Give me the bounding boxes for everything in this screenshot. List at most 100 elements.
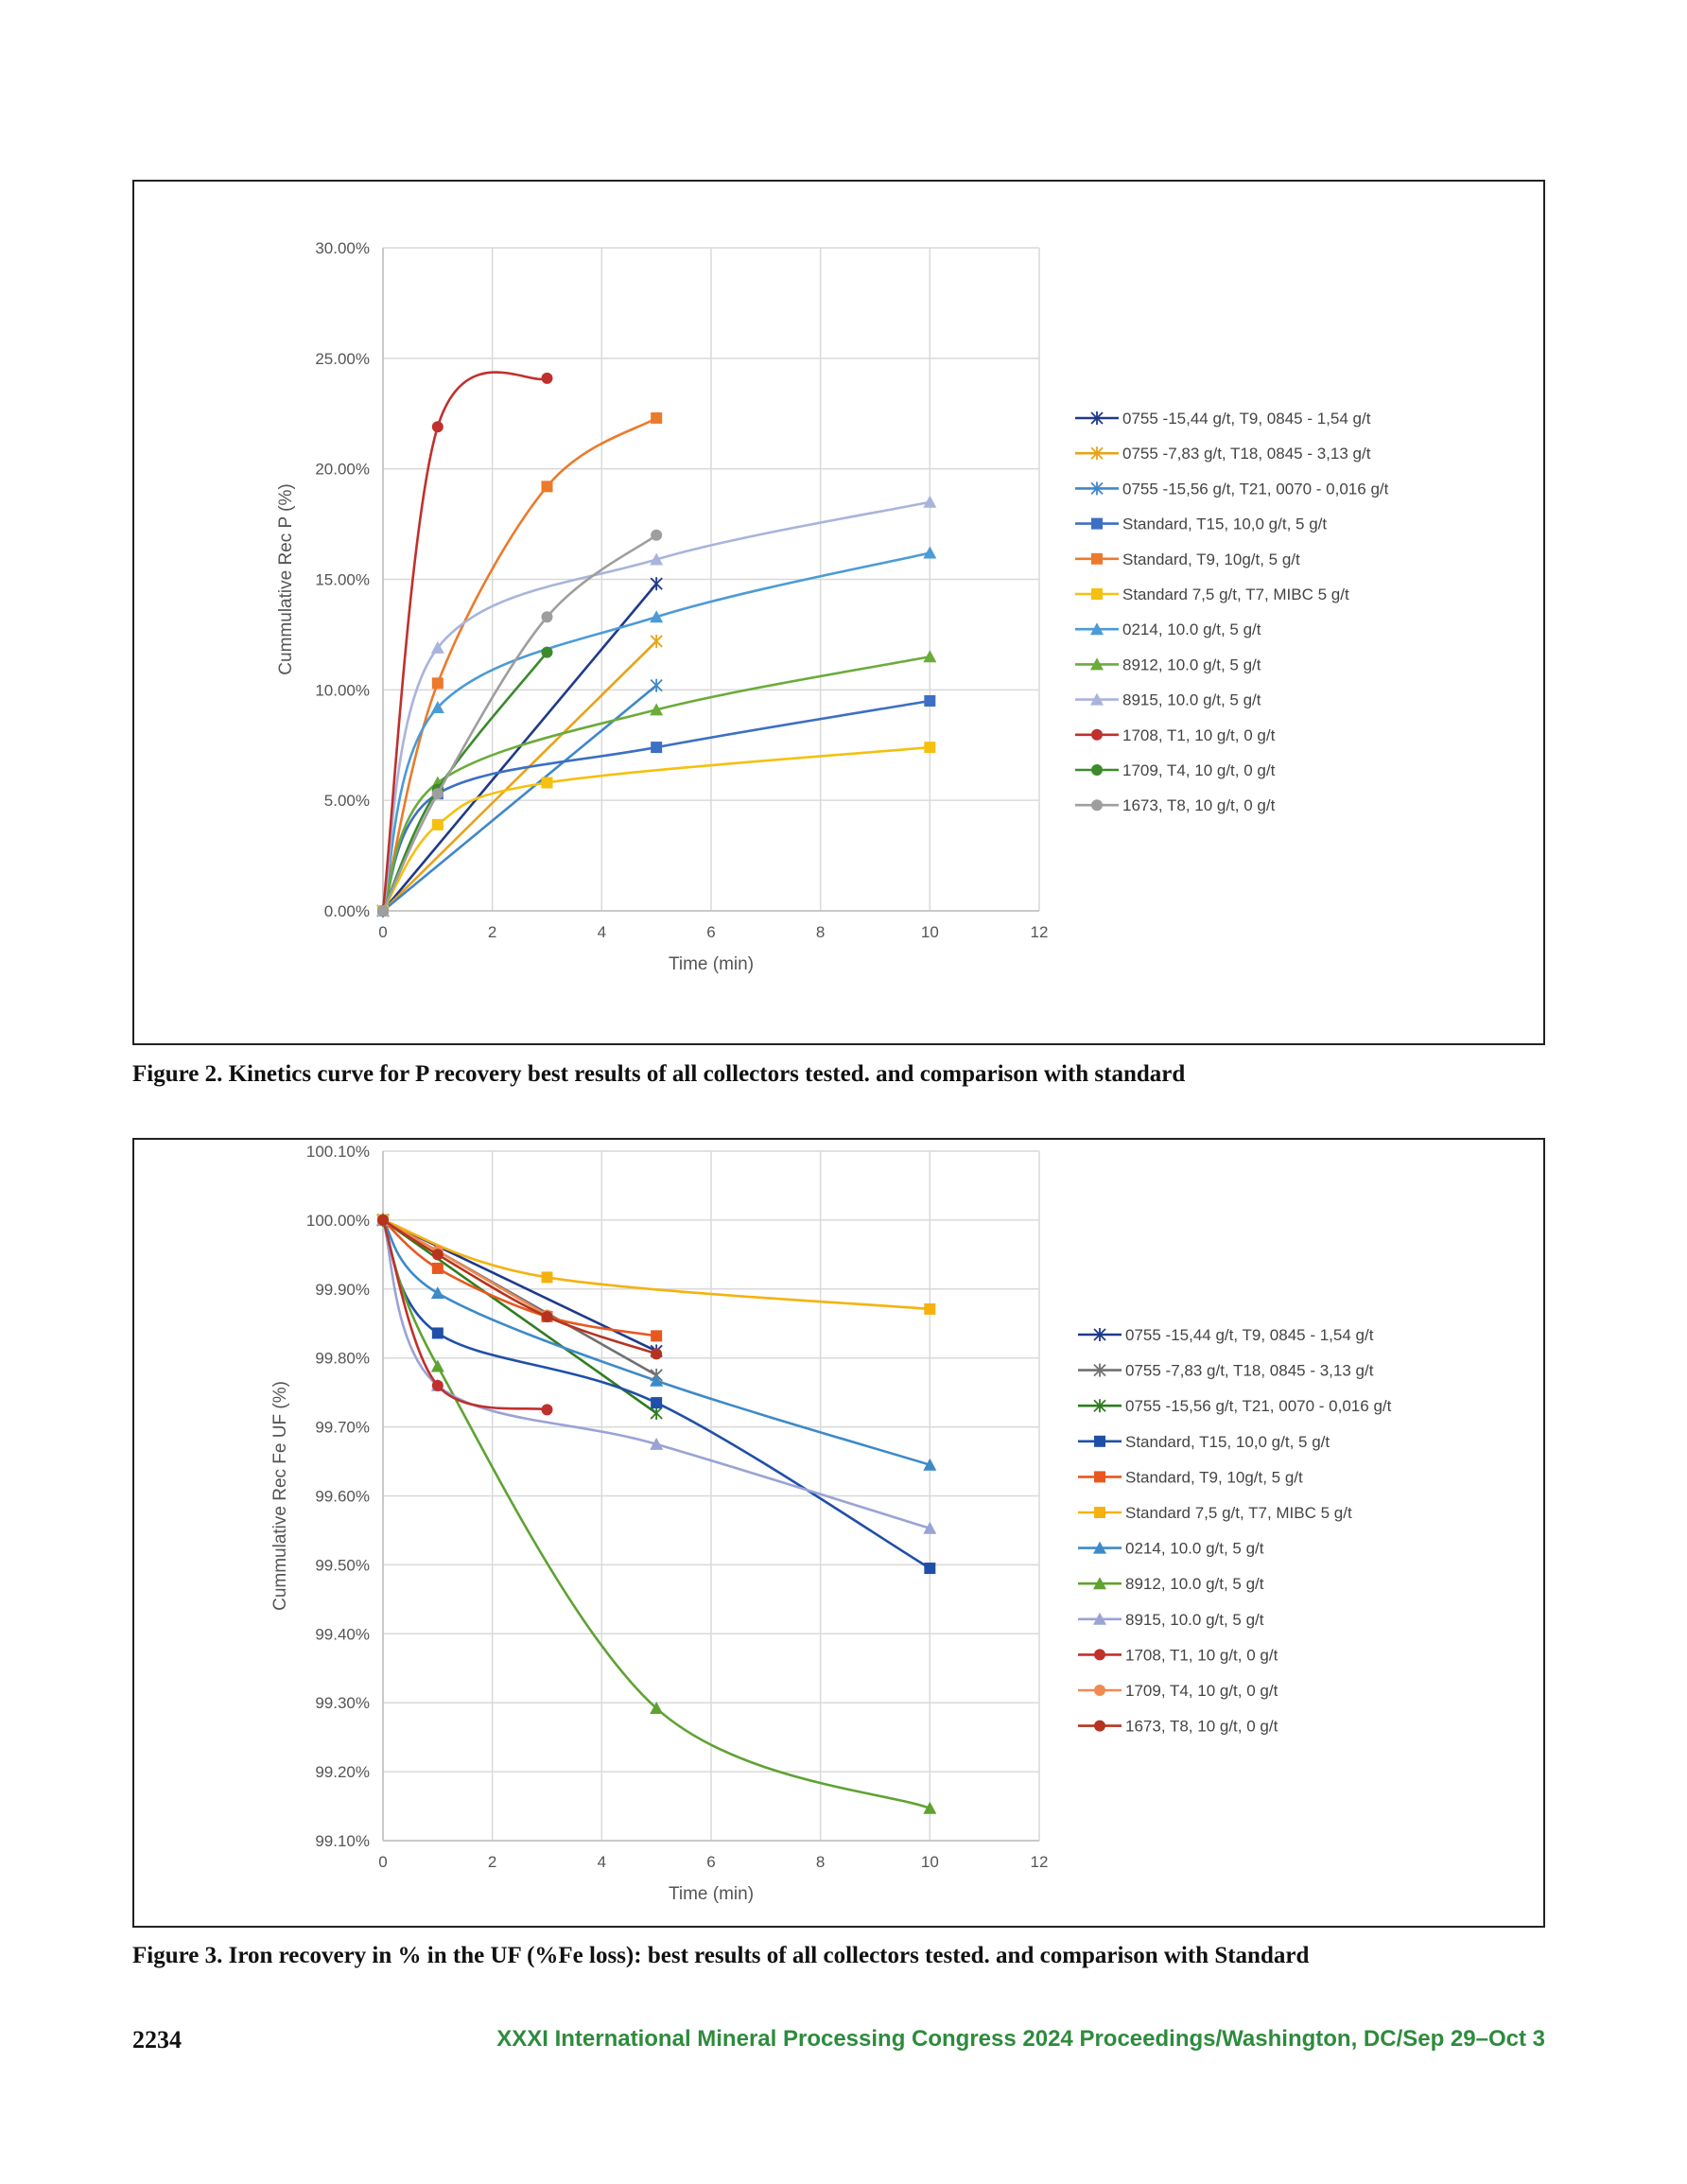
- x-tick-label: 12: [1031, 923, 1049, 941]
- data-point: [541, 646, 553, 658]
- legend-item: 0755 -7,83 g/t, T18, 0845 - 3,13 g/t: [1078, 1362, 1374, 1380]
- legend-item: Standard 7,5 g/t, T7, MIBC 5 g/t: [1078, 1504, 1352, 1522]
- x-tick-label: 8: [816, 923, 825, 941]
- data-point: [923, 1801, 937, 1814]
- series-2: [376, 634, 663, 917]
- data-point: [650, 1406, 663, 1421]
- legend-marker: [1090, 481, 1104, 496]
- data-point: [923, 1458, 937, 1471]
- data-point: [650, 552, 664, 566]
- y-tick-label: 99.10%: [315, 1832, 370, 1850]
- legend-item: 1708, T1, 10 g/t, 0 g/t: [1075, 726, 1276, 744]
- data-point: [430, 701, 444, 714]
- y-tick-label: 99.40%: [315, 1625, 370, 1643]
- data-point: [650, 1437, 664, 1450]
- data-point: [541, 1310, 553, 1322]
- legend-marker: [1094, 1507, 1105, 1518]
- x-tick-label: 0: [378, 1853, 387, 1871]
- data-point: [651, 1330, 663, 1342]
- legend-marker: [1094, 1649, 1105, 1661]
- legend-item: 0755 -15,56 g/t, T21, 0070 - 0,016 g/t: [1078, 1397, 1392, 1415]
- legend-label: Standard 7,5 g/t, T7, MIBC 5 g/t: [1125, 1504, 1352, 1522]
- legend-label: 0755 -7,83 g/t, T18, 0845 - 3,13 g/t: [1122, 445, 1371, 463]
- series-line: [382, 1218, 657, 1355]
- data-point: [431, 1327, 443, 1339]
- data-point: [541, 777, 553, 789]
- legend-label: 0755 -15,56 g/t, T21, 0070 - 0,016 g/t: [1122, 480, 1389, 498]
- legend-label: 0755 -15,44 g/t, T9, 0845 - 1,54 g/t: [1125, 1326, 1374, 1344]
- legend-item: 0214, 10.0 g/t, 5 g/t: [1075, 620, 1261, 638]
- legend-label: 0755 -15,44 g/t, T9, 0845 - 1,54 g/t: [1122, 410, 1371, 428]
- legend-item: 0214, 10.0 g/t, 5 g/t: [1078, 1540, 1264, 1558]
- data-point: [923, 546, 937, 559]
- legend-label: 1709, T4, 10 g/t, 0 g/t: [1125, 1682, 1278, 1700]
- series-5: [377, 1214, 663, 1342]
- data-point: [650, 1373, 664, 1387]
- x-tick-label: 10: [921, 923, 939, 941]
- data-point: [541, 372, 553, 384]
- legend-item: 1709, T4, 10 g/t, 0 g/t: [1078, 1682, 1278, 1700]
- legend-marker: [1093, 1612, 1106, 1625]
- x-tick-label: 6: [706, 923, 715, 941]
- figure-3-caption: Figure 3. Iron recovery in % in the UF (…: [132, 1943, 1310, 1968]
- legend-label: 0214, 10.0 g/t, 5 g/t: [1125, 1540, 1264, 1558]
- y-tick-label: 10.00%: [315, 681, 370, 699]
- page-number: 2234: [132, 2026, 182, 2053]
- x-axis-title: Time (min): [669, 954, 754, 974]
- data-point: [651, 411, 663, 424]
- legend-label: 1708, T1, 10 g/t, 0 g/t: [1122, 726, 1276, 744]
- legend-marker: [1093, 1328, 1106, 1341]
- data-point: [541, 1404, 553, 1416]
- y-axis-title: Cummulative Rec P (%): [276, 483, 296, 674]
- kinetics-p-recovery-chart: 0 2 4 6 8 10 12 0.00% 5.00% 10.00% 15.00% 20.00% 25.…: [276, 239, 1389, 974]
- legend-item: 1709, T4, 10 g/t, 0 g/t: [1075, 761, 1276, 779]
- x-tick-label: 4: [598, 923, 606, 941]
- legend-label: 1709, T4, 10 g/t, 0 g/t: [1122, 761, 1276, 779]
- legend-item: 1673, T8, 10 g/t, 0 g/t: [1078, 1718, 1278, 1736]
- series-line: [382, 684, 657, 913]
- series-7: [376, 1213, 937, 1471]
- legend-label: Standard 7,5 g/t, T7, MIBC 5 g/t: [1122, 585, 1349, 603]
- legend-label: 8915, 10.0 g/t, 5 g/t: [1122, 691, 1261, 709]
- legend-item: 8912, 10.0 g/t, 5 g/t: [1075, 655, 1261, 673]
- series-3: [376, 678, 663, 917]
- legend-label: Standard, T15, 10,0 g/t, 5 g/t: [1125, 1433, 1330, 1451]
- legend-marker: [1094, 1435, 1105, 1447]
- data-point: [431, 1379, 443, 1391]
- data-point: [430, 640, 444, 654]
- legend-marker: [1090, 446, 1104, 461]
- legend-item: 0755 -15,44 g/t, T9, 0845 - 1,54 g/t: [1078, 1326, 1374, 1344]
- y-tick-label: 99.60%: [315, 1488, 370, 1506]
- legend-label: Standard, T15, 10,0 g/t, 5 g/t: [1122, 515, 1327, 533]
- data-point: [541, 611, 553, 623]
- series-line: [382, 1218, 657, 1415]
- y-tick-label: 100.00%: [306, 1212, 370, 1230]
- x-tick-label: 2: [488, 923, 496, 941]
- legend-item: Standard 7,5 g/t, T7, MIBC 5 g/t: [1075, 585, 1349, 603]
- series-7: [376, 546, 937, 917]
- legend-item: 0755 -7,83 g/t, T18, 0845 - 3,13 g/t: [1075, 445, 1371, 463]
- data-point: [651, 1397, 663, 1409]
- x-tick-label: 10: [921, 1853, 939, 1871]
- series-12: [377, 1214, 663, 1360]
- data-point: [650, 1702, 664, 1715]
- y-tick-label: 99.50%: [315, 1556, 370, 1574]
- series-line: [381, 655, 930, 912]
- legend-label: 8912, 10.0 g/t, 5 g/t: [1122, 655, 1261, 673]
- legend-marker: [1094, 1471, 1105, 1483]
- legend-marker: [1093, 1577, 1106, 1590]
- y-tick-label: 99.70%: [315, 1419, 370, 1437]
- legend-item: 8915, 10.0 g/t, 5 g/t: [1078, 1611, 1264, 1629]
- series-5: [377, 411, 663, 917]
- legend-item: 1708, T1, 10 g/t, 0 g/t: [1078, 1646, 1278, 1664]
- y-tick-label: 30.00%: [315, 239, 370, 257]
- series-line: [382, 1218, 657, 1337]
- legend-marker: [1091, 799, 1103, 812]
- legend-label: Standard, T9, 10g/t, 5 g/t: [1122, 550, 1300, 568]
- data-point: [541, 1271, 553, 1284]
- data-point: [651, 1348, 663, 1360]
- data-point: [651, 742, 663, 754]
- legend-label: 1673, T8, 10 g/t, 0 g/t: [1122, 796, 1276, 814]
- series-line: [381, 1219, 930, 1466]
- y-tick-label: 99.20%: [315, 1763, 370, 1781]
